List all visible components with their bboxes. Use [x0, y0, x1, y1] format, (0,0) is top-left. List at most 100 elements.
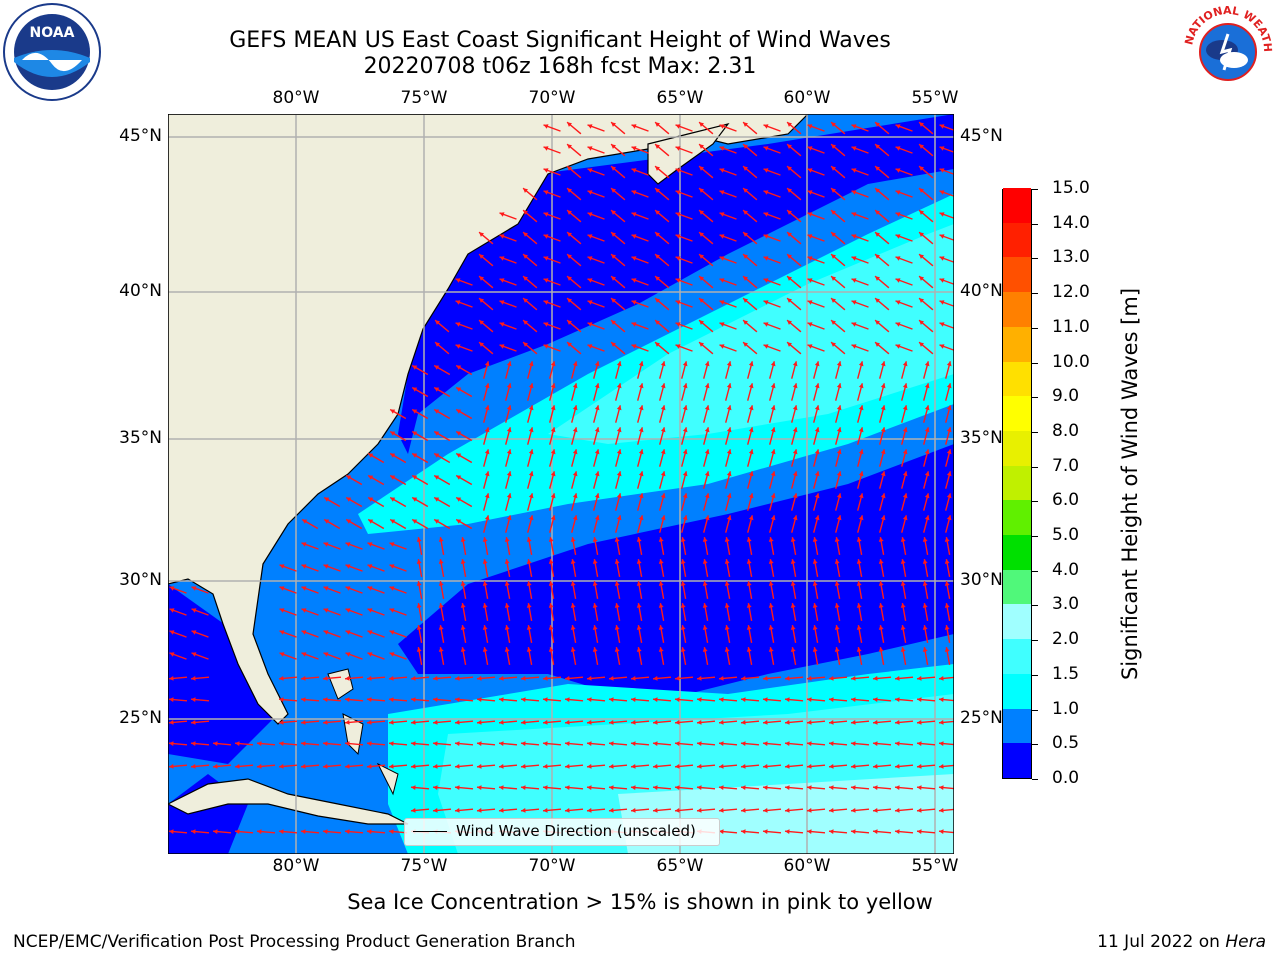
wave-direction-arrow	[828, 829, 848, 834]
wave-direction-arrow	[637, 427, 644, 445]
wave-direction-arrow	[834, 602, 841, 622]
wave-direction-arrow	[433, 474, 451, 486]
wave-direction-arrow	[367, 496, 385, 508]
wave-direction-arrow	[389, 430, 407, 442]
colorbar-tickmark	[1032, 327, 1038, 329]
wave-direction-arrow	[807, 212, 825, 220]
wave-direction-arrow	[830, 209, 846, 223]
wave-direction-arrow	[564, 741, 584, 746]
wave-direction-arrow	[344, 697, 364, 702]
wave-direction-arrow	[212, 741, 232, 746]
wave-direction-arrow	[542, 676, 562, 681]
wave-direction-arrow	[636, 646, 643, 666]
wave-direction-arrow	[505, 427, 512, 445]
wave-direction-arrow	[478, 275, 494, 289]
wave-direction-arrow	[916, 720, 936, 725]
wave-direction-arrow	[851, 124, 869, 132]
wave-direction-arrow	[850, 697, 870, 702]
wave-direction-arrow	[345, 564, 363, 572]
wave-direction-arrow	[615, 427, 622, 445]
wave-direction-arrow	[570, 602, 577, 622]
wave-direction-arrow	[483, 515, 490, 533]
wave-direction-arrow	[830, 187, 846, 201]
wave-direction-arrow	[851, 344, 869, 352]
wave-direction-arrow	[718, 764, 738, 769]
wave-direction-arrow	[527, 449, 534, 467]
wave-direction-arrow	[460, 536, 467, 556]
colorbar-segment	[1003, 499, 1031, 536]
colorbar-tick-label: 2.0	[1052, 629, 1080, 650]
colorbar-tick-label: 13.0	[1052, 247, 1090, 268]
wave-direction-arrow	[478, 319, 494, 333]
wave-direction-arrow	[740, 697, 760, 702]
wave-direction-arrow	[746, 536, 753, 556]
wave-direction-arrow	[636, 536, 643, 556]
wave-direction-arrow	[438, 580, 445, 600]
wave-direction-arrow	[923, 449, 930, 467]
lat-label-right: 35°N	[960, 428, 1003, 448]
wave-direction-arrow	[790, 602, 797, 622]
wave-direction-arrow	[586, 741, 606, 746]
colorbar-segment	[1003, 742, 1031, 778]
wave-direction-arrow	[505, 515, 512, 533]
wave-direction-arrow	[630, 676, 650, 681]
wave-direction-arrow	[505, 405, 512, 423]
noaa-logo-text: NOAA	[30, 25, 75, 41]
wave-direction-arrow	[806, 676, 826, 681]
wave-direction-arrow	[549, 405, 556, 423]
wave-direction-arrow	[522, 231, 538, 245]
wave-direction-arrow	[923, 515, 930, 533]
wave-direction-arrow	[389, 608, 407, 616]
wave-direction-arrow	[366, 697, 386, 702]
wave-direction-arrow	[857, 515, 864, 533]
wave-direction-arrow	[872, 676, 892, 681]
wave-direction-arrow	[850, 720, 870, 725]
wave-direction-arrow	[190, 829, 210, 834]
wave-direction-arrow	[300, 829, 320, 834]
colorbar-tickmark	[1032, 709, 1038, 711]
wave-direction-arrow	[543, 234, 561, 242]
wave-direction-arrow	[654, 341, 670, 355]
wave-direction-arrow	[610, 253, 626, 267]
wave-direction-arrow	[850, 829, 870, 834]
wave-direction-arrow	[527, 405, 534, 423]
wave-direction-arrow	[498, 785, 518, 790]
wave-direction-arrow	[784, 829, 804, 834]
wave-direction-arrow	[879, 427, 886, 445]
wave-direction-arrow	[212, 764, 232, 769]
wave-direction-arrow	[483, 449, 490, 467]
wave-direction-arrow	[549, 471, 556, 489]
wave-direction-arrow	[659, 493, 666, 511]
wave-direction-arrow	[828, 785, 848, 790]
wave-direction-arrow	[725, 361, 732, 379]
wave-direction-arrow	[527, 471, 534, 489]
wave-direction-arrow	[681, 405, 688, 423]
wave-direction-arrow	[698, 209, 714, 223]
wave-direction-arrow	[828, 741, 848, 746]
colorbar-tick-label: 6.0	[1052, 490, 1080, 511]
wave-direction-arrow	[548, 602, 555, 622]
wave-direction-arrow	[807, 124, 825, 132]
wave-direction-arrow	[498, 808, 518, 813]
wave-direction-arrow	[504, 558, 511, 578]
wave-direction-arrow	[879, 449, 886, 467]
wave-direction-arrow	[571, 405, 578, 423]
wave-direction-arrow	[615, 383, 622, 401]
wave-direction-arrow	[587, 322, 605, 330]
wave-direction-arrow	[520, 676, 540, 681]
wave-direction-arrow	[807, 234, 825, 242]
sea-ice-footnote: Sea Ice Concentration > 15% is shown in …	[347, 890, 933, 914]
wave-direction-arrow	[571, 471, 578, 489]
wave-direction-arrow	[944, 624, 951, 644]
lon-label-bottom: 75°W	[400, 856, 448, 876]
wave-direction-arrow	[323, 518, 341, 530]
wave-direction-arrow	[806, 741, 826, 746]
wave-direction-arrow	[813, 405, 820, 423]
wave-direction-arrow	[593, 449, 600, 467]
wave-direction-arrow	[593, 471, 600, 489]
wave-direction-arrow	[549, 383, 556, 401]
wave-direction-arrow	[742, 275, 758, 289]
wave-direction-arrow	[631, 124, 649, 132]
wave-direction-arrow	[784, 808, 804, 813]
wave-direction-arrow	[786, 209, 802, 223]
